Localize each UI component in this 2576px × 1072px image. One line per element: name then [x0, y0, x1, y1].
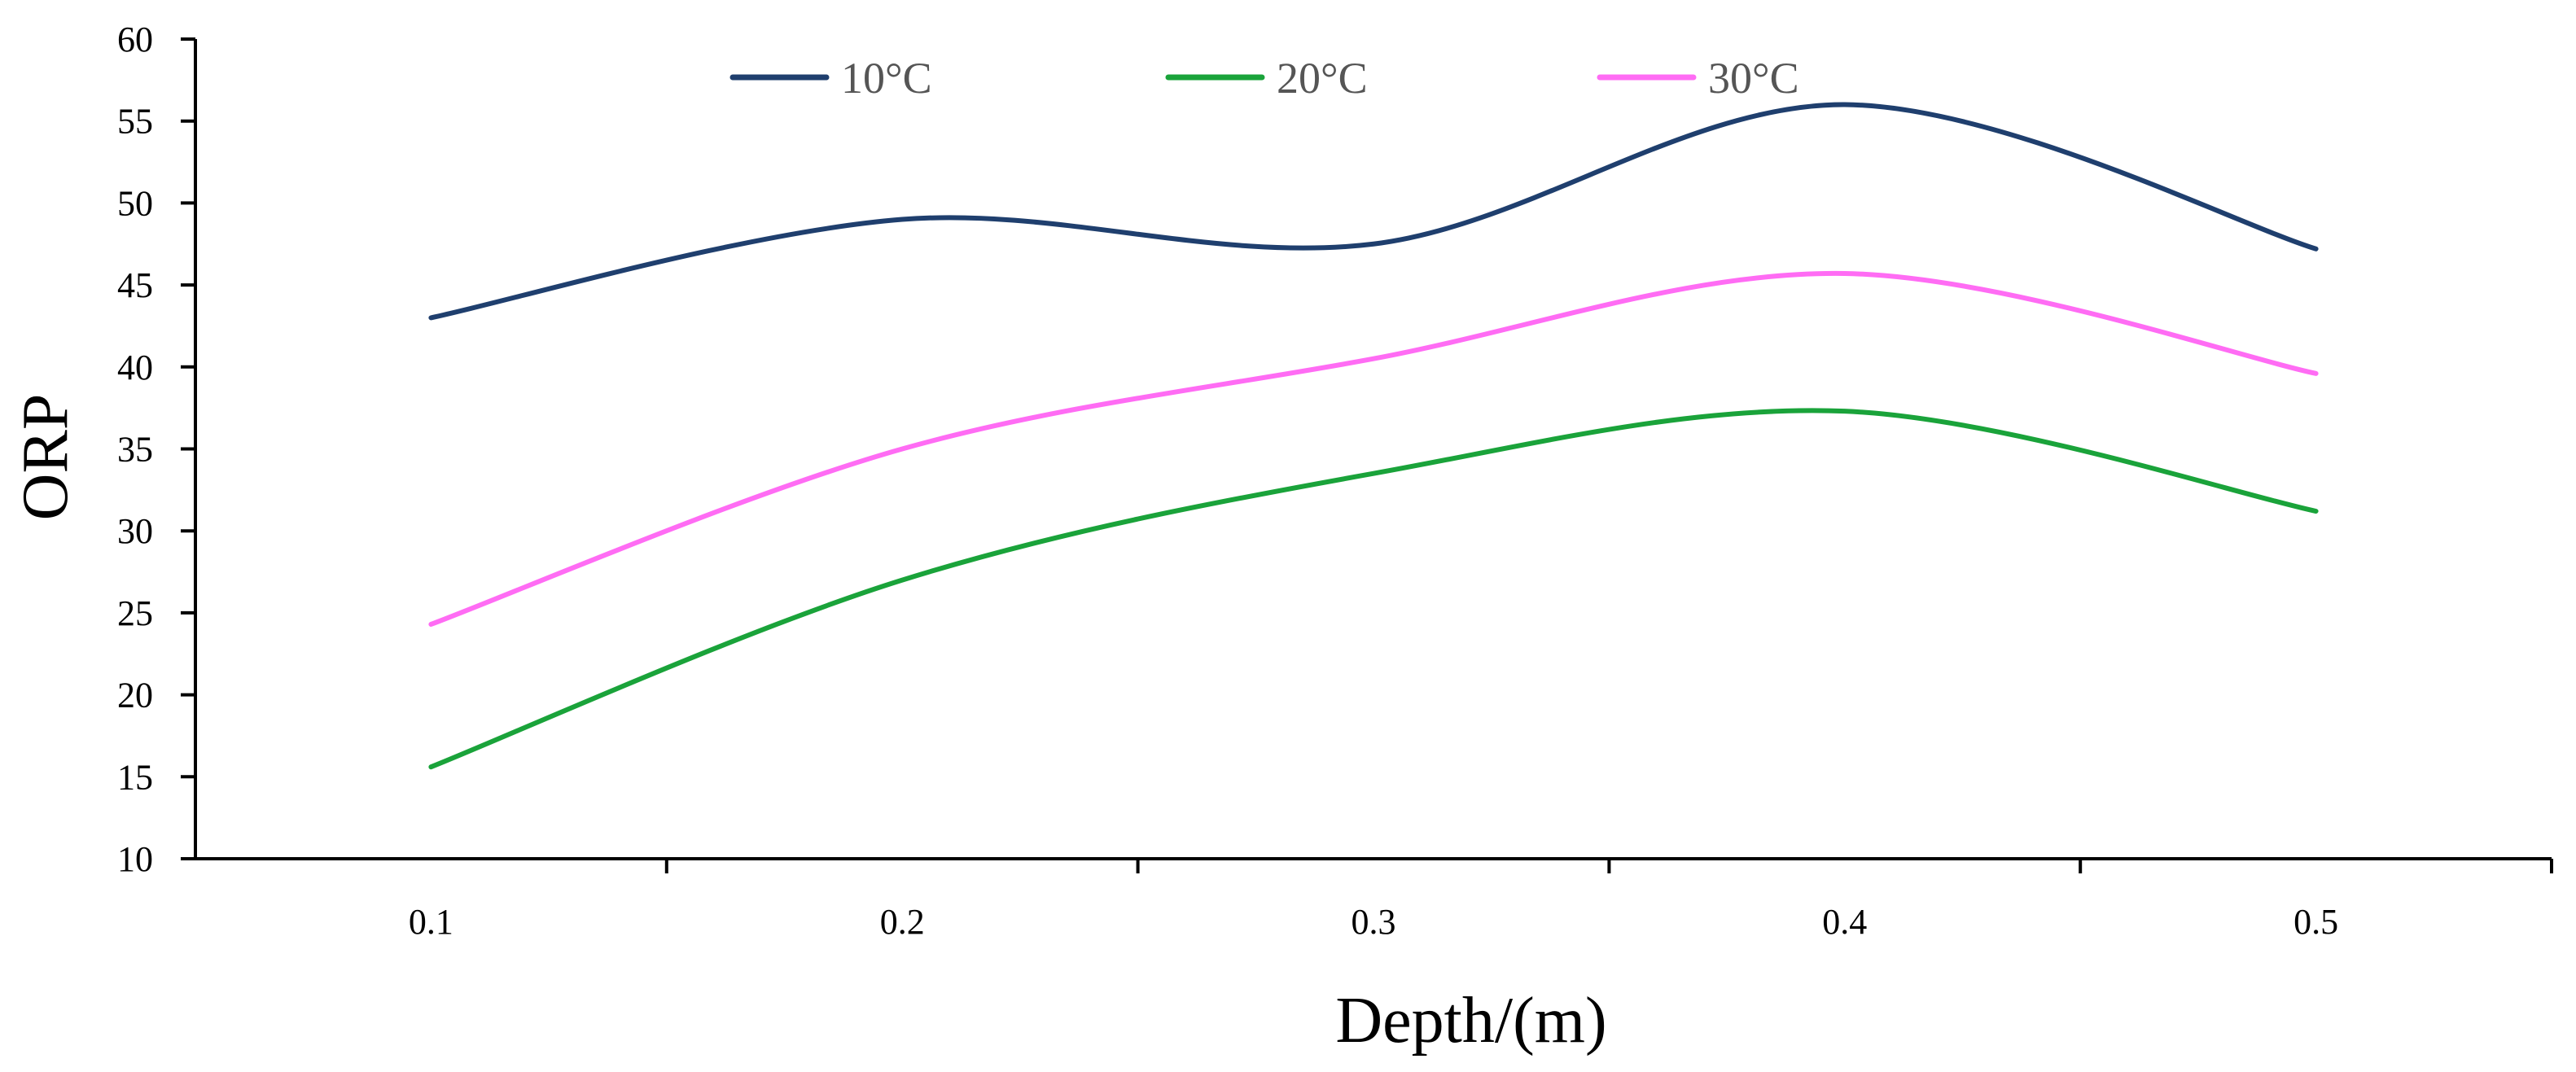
legend-label: 10°C: [841, 54, 932, 103]
y-tick-label: 20: [117, 676, 153, 715]
legend: 10°C 20°C 30°C: [729, 54, 1799, 103]
x-tick-label: 0.2: [880, 902, 925, 942]
y-axis-ticks: 10 15 20 25 30 35 40 45 50 55 60: [117, 20, 195, 879]
series-line-3: [428, 270, 2319, 627]
x-tick-label: 0.3: [1352, 902, 1396, 942]
y-tick-label: 25: [117, 593, 153, 633]
x-axis-title: Depth/(m): [1335, 985, 1606, 1057]
y-tick-label: 45: [117, 265, 153, 305]
series-line-2: [428, 408, 2319, 770]
series-lines: [428, 102, 2319, 770]
series-line-1: [428, 102, 2319, 321]
y-tick-label: 30: [117, 511, 153, 551]
x-tick-label: 0.5: [2293, 902, 2338, 942]
x-axis-ticks: 0.1 0.2 0.3 0.4 0.5: [409, 859, 2553, 942]
x-tick-label: 0.1: [409, 902, 453, 942]
x-tick-label: 0.4: [1822, 902, 1867, 942]
y-tick-label: 55: [117, 102, 153, 142]
y-tick-label: 15: [117, 757, 153, 797]
y-tick-label: 50: [117, 183, 153, 223]
axes: [194, 39, 2552, 860]
y-tick-label: 35: [117, 430, 153, 470]
legend-label: 30°C: [1708, 54, 1799, 103]
y-tick-label: 10: [117, 839, 153, 879]
y-tick-label: 40: [117, 348, 153, 387]
y-tick-label: 60: [117, 20, 153, 59]
y-axis-title: ORP: [10, 394, 81, 521]
legend-label: 20°C: [1277, 54, 1368, 103]
